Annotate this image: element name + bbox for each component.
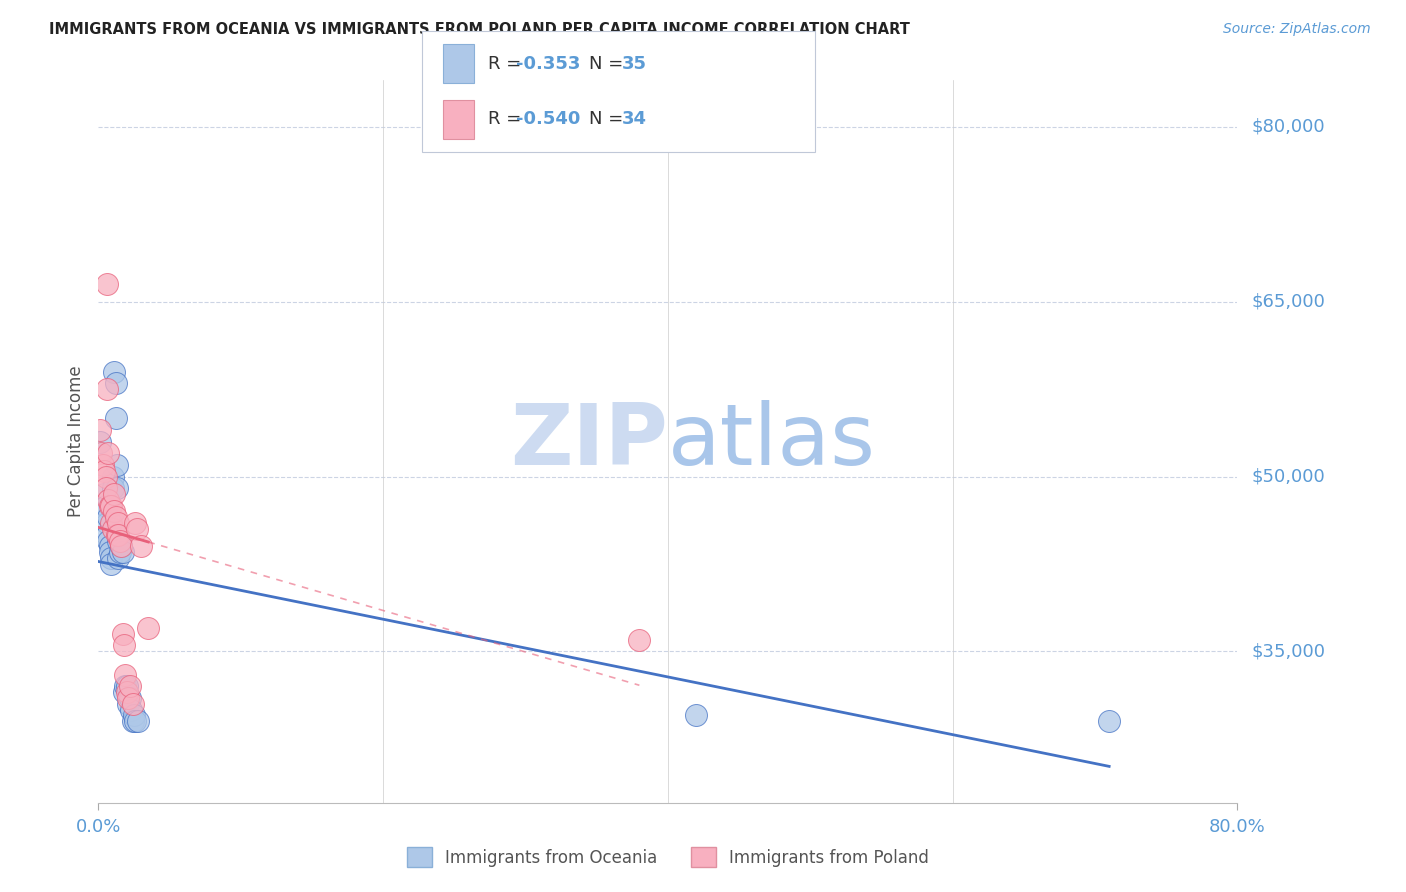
Point [121,697,143,711]
Point [98,540,121,554]
Point [90,446,112,460]
Point [93,464,115,478]
Text: 34: 34 [621,111,647,128]
Point [127,714,149,729]
Point [104,510,127,524]
Point [96,516,118,530]
Text: atlas: atlas [668,400,876,483]
Point [108,545,131,559]
Text: $35,000: $35,000 [1251,642,1326,660]
Point [114,679,136,693]
Point [111,627,134,641]
Point [111,545,134,559]
Point [105,481,128,495]
Point [103,365,125,379]
Point [101,469,124,483]
Point [96,277,118,292]
Point [103,487,125,501]
Point [94,469,117,483]
Point [97,446,120,460]
Text: $65,000: $65,000 [1251,293,1324,310]
Point [105,458,128,472]
Point [118,690,141,705]
Point [118,679,141,693]
Point [96,382,118,396]
Point [115,685,138,699]
Text: N =: N = [589,54,628,72]
Point [117,690,139,705]
Point [107,516,129,530]
Point [100,551,122,566]
Point [101,481,124,495]
Text: R =: R = [488,54,527,72]
Point [93,487,115,501]
Text: $80,000: $80,000 [1251,118,1324,136]
Text: ZIP: ZIP [510,400,668,483]
Point [100,516,122,530]
Point [112,685,135,699]
Point [104,411,127,425]
Text: $50,000: $50,000 [1251,467,1324,485]
Text: N =: N = [589,111,628,128]
Point [100,499,122,513]
Point [96,528,118,542]
Point [124,516,146,530]
Point [104,376,127,391]
Point [97,533,120,548]
Point [101,522,124,536]
Point [103,504,125,518]
Point [114,667,136,681]
Point [94,499,117,513]
Point [110,540,132,554]
Point [107,533,129,548]
Text: R =: R = [488,111,527,128]
Point [115,679,138,693]
Point [628,632,651,647]
Point [121,714,143,729]
Point [136,621,159,635]
Point [112,639,135,653]
Point [685,708,707,723]
Point [122,708,145,723]
Point [105,528,128,542]
Point [89,434,111,449]
Point [1098,714,1121,729]
Point [97,492,120,507]
Legend: Immigrants from Oceania, Immigrants from Poland: Immigrants from Oceania, Immigrants from… [401,840,935,874]
Point [100,557,122,571]
Point [120,702,142,716]
Point [91,458,114,472]
Text: 35: 35 [621,54,647,72]
Point [98,545,121,559]
Point [108,533,131,548]
Point [125,522,148,536]
Text: -0.540: -0.540 [516,111,581,128]
Point [98,499,121,513]
Point [107,551,129,566]
Point [129,540,152,554]
Y-axis label: Per Capita Income: Per Capita Income [66,366,84,517]
Point [110,540,132,554]
Text: IMMIGRANTS FROM OCEANIA VS IMMIGRANTS FROM POLAND PER CAPITA INCOME CORRELATION : IMMIGRANTS FROM OCEANIA VS IMMIGRANTS FR… [49,22,910,37]
Point [94,481,117,495]
Point [107,528,129,542]
Point [124,714,146,729]
Text: Source: ZipAtlas.com: Source: ZipAtlas.com [1223,22,1371,37]
Text: -0.353: -0.353 [516,54,581,72]
Point [97,510,120,524]
Point [117,697,139,711]
Point [89,423,111,437]
